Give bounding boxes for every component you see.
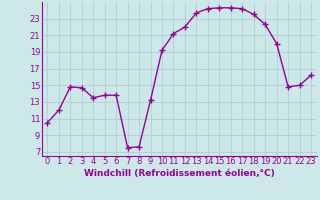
X-axis label: Windchill (Refroidissement éolien,°C): Windchill (Refroidissement éolien,°C) [84,169,275,178]
